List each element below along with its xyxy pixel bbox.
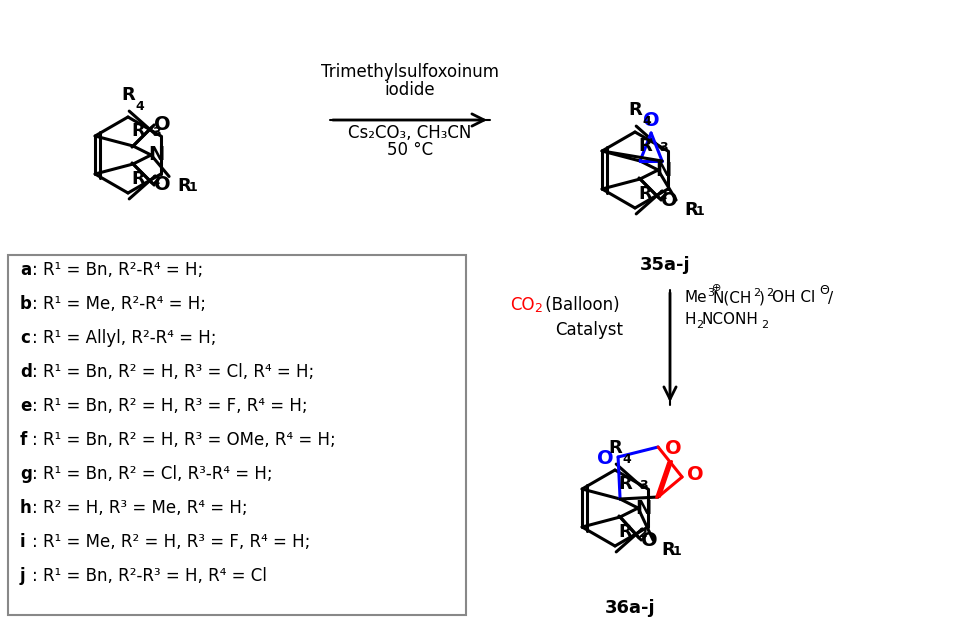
Text: Me: Me xyxy=(685,291,707,306)
Text: R: R xyxy=(619,475,632,493)
Text: N: N xyxy=(635,499,651,517)
Text: R: R xyxy=(131,122,145,140)
Text: 2: 2 xyxy=(766,288,773,298)
Text: /: / xyxy=(828,291,833,306)
Text: : R¹ = Bn, R² = H, R³ = OMe, R⁴ = H;: : R¹ = Bn, R² = H, R³ = OMe, R⁴ = H; xyxy=(32,431,336,449)
Text: CO: CO xyxy=(510,296,534,314)
Text: Cs₂CO₃, CH₃CN: Cs₂CO₃, CH₃CN xyxy=(348,124,471,142)
Text: N(CH: N(CH xyxy=(713,291,752,306)
Text: NCONH: NCONH xyxy=(702,313,759,328)
Text: R: R xyxy=(177,177,191,195)
Text: O: O xyxy=(664,439,682,459)
Text: O: O xyxy=(686,466,704,484)
Text: 3: 3 xyxy=(707,288,714,298)
Text: OH Cl: OH Cl xyxy=(772,291,815,306)
Text: R: R xyxy=(639,185,652,203)
Text: ⊕: ⊕ xyxy=(712,283,722,293)
Text: 4: 4 xyxy=(622,453,631,466)
Text: 4: 4 xyxy=(642,115,651,128)
Text: : R¹ = Bn, R² = Cl, R³-R⁴ = H;: : R¹ = Bn, R² = Cl, R³-R⁴ = H; xyxy=(32,465,272,483)
Text: : R¹ = Me, R²-R⁴ = H;: : R¹ = Me, R²-R⁴ = H; xyxy=(32,295,206,313)
Text: j: j xyxy=(20,567,26,585)
Text: : R¹ = Allyl, R²-R⁴ = H;: : R¹ = Allyl, R²-R⁴ = H; xyxy=(32,329,216,347)
Text: iodide: iodide xyxy=(384,81,435,99)
Text: 2: 2 xyxy=(761,320,768,330)
Text: N: N xyxy=(148,145,164,165)
Text: 50 °C: 50 °C xyxy=(387,141,433,159)
Text: O: O xyxy=(661,190,678,210)
Text: O: O xyxy=(642,112,660,130)
Text: 2: 2 xyxy=(659,189,667,202)
Text: h: h xyxy=(20,499,32,517)
Text: O: O xyxy=(154,175,170,195)
Text: Catalyst: Catalyst xyxy=(555,321,623,339)
Text: a: a xyxy=(20,261,32,279)
Text: 2: 2 xyxy=(534,303,542,316)
Text: 1: 1 xyxy=(672,545,681,558)
Text: 4: 4 xyxy=(135,100,143,113)
Text: (Balloon): (Balloon) xyxy=(540,296,619,314)
Text: : R¹ = Bn, R² = H, R³ = Cl, R⁴ = H;: : R¹ = Bn, R² = H, R³ = Cl, R⁴ = H; xyxy=(32,363,315,381)
Text: : R² = H, R³ = Me, R⁴ = H;: : R² = H, R³ = Me, R⁴ = H; xyxy=(32,499,248,517)
Text: g: g xyxy=(20,465,32,483)
Text: 1: 1 xyxy=(695,205,704,218)
Text: 2: 2 xyxy=(753,288,760,298)
Text: e: e xyxy=(20,397,32,415)
Text: 35a-j: 35a-j xyxy=(640,256,690,274)
Text: 1: 1 xyxy=(188,182,197,195)
Text: R: R xyxy=(131,170,145,188)
Text: H: H xyxy=(685,313,697,328)
Text: Trimethylsulfoxoinum: Trimethylsulfoxoinum xyxy=(321,63,499,81)
Text: R: R xyxy=(684,201,698,219)
Text: R: R xyxy=(608,439,621,457)
Text: Θ: Θ xyxy=(819,285,829,298)
Text: 3: 3 xyxy=(659,141,667,154)
Text: ): ) xyxy=(759,291,765,306)
Text: O: O xyxy=(597,449,614,469)
Text: R: R xyxy=(121,86,135,104)
Text: d: d xyxy=(20,363,32,381)
Text: f: f xyxy=(20,431,28,449)
Text: R: R xyxy=(639,137,652,155)
Text: : R¹ = Me, R² = H, R³ = F, R⁴ = H;: : R¹ = Me, R² = H, R³ = F, R⁴ = H; xyxy=(32,533,311,551)
Text: : R¹ = Bn, R²-R⁴ = H;: : R¹ = Bn, R²-R⁴ = H; xyxy=(32,261,204,279)
Text: R: R xyxy=(619,523,632,541)
Text: 3: 3 xyxy=(152,126,161,139)
Text: O: O xyxy=(641,530,658,550)
FancyBboxPatch shape xyxy=(8,255,466,615)
Text: 2: 2 xyxy=(152,174,161,187)
Text: 36a-j: 36a-j xyxy=(605,599,655,617)
Text: N: N xyxy=(655,160,671,180)
Text: : R¹ = Bn, R² = H, R³ = F, R⁴ = H;: : R¹ = Bn, R² = H, R³ = F, R⁴ = H; xyxy=(32,397,308,415)
Text: O: O xyxy=(154,115,170,135)
Text: b: b xyxy=(20,295,32,313)
Text: i: i xyxy=(20,533,26,551)
Text: 2: 2 xyxy=(696,320,703,330)
Text: R: R xyxy=(628,101,641,119)
Text: R: R xyxy=(662,541,675,559)
Text: 2: 2 xyxy=(639,527,647,540)
Text: 3: 3 xyxy=(639,479,647,492)
Text: c: c xyxy=(20,329,30,347)
Text: : R¹ = Bn, R²-R³ = H, R⁴ = Cl: : R¹ = Bn, R²-R³ = H, R⁴ = Cl xyxy=(32,567,267,585)
